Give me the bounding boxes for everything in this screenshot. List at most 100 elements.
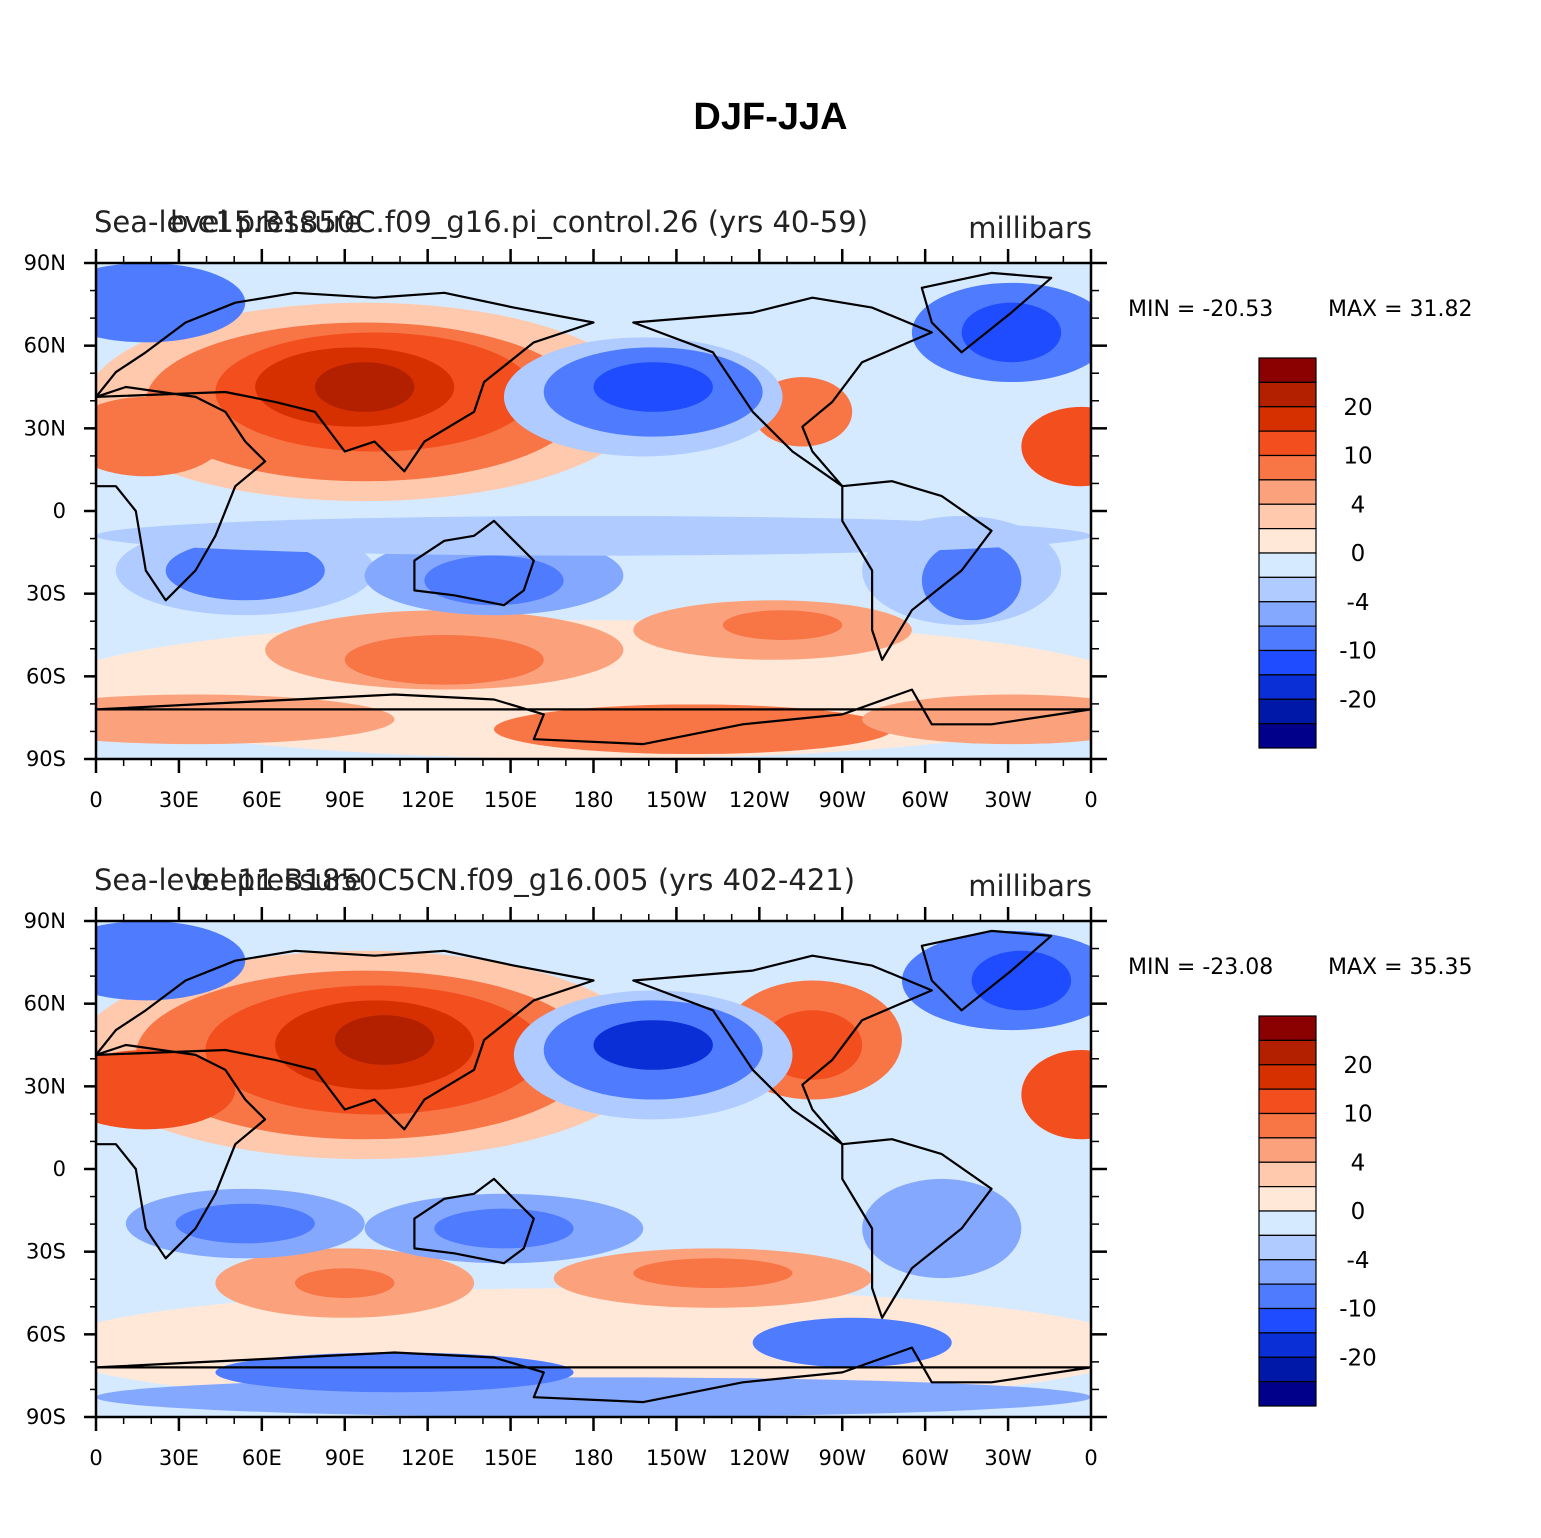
colorbar-swatch [1258, 430, 1317, 457]
lon-tick-label: 180 [573, 788, 613, 812]
pressure-anomaly-region [862, 694, 1091, 745]
lon-tick-label: 90W [819, 788, 867, 812]
colorbar-swatch [1258, 1381, 1317, 1407]
colorbar-swatch [1258, 601, 1317, 627]
colorbar-label: -20 [1339, 1345, 1377, 1371]
lat-tick-label: 30N [24, 416, 66, 440]
pressure-anomaly-region [424, 555, 564, 606]
pressure-anomaly-region [434, 1208, 574, 1249]
lon-tick-label: 0 [89, 788, 102, 812]
lat-tick-label: 0 [53, 1157, 66, 1181]
colorbar-swatch [1258, 649, 1317, 676]
panel-1: Sea-level pressure b.e15.B1850C.f09_g16.… [24, 205, 1473, 812]
panel-1-case-label: b.e15.B1850C.f09_g16.pi_control.26 (yrs … [170, 205, 868, 239]
pressure-anomaly-region [165, 540, 325, 601]
lat-tick-label: 90N [24, 251, 66, 275]
colorbar-label: 4 [1351, 1150, 1366, 1176]
pressure-anomaly-region [175, 1203, 315, 1244]
panel-1-units: millibars [968, 211, 1092, 245]
pressure-anomaly-region [96, 263, 246, 343]
colorbar-swatch [1258, 1234, 1317, 1261]
colorbar-swatch [1258, 552, 1317, 578]
pressure-anomaly-region [593, 1020, 713, 1070]
lon-tick-label: 60W [901, 788, 949, 812]
pressure-anomaly-region [1021, 406, 1091, 487]
colorbar-swatch [1258, 1186, 1317, 1212]
colorbar-swatch [1258, 1307, 1317, 1334]
colorbar-swatch [1258, 1332, 1317, 1358]
lat-tick-label: 30S [26, 582, 66, 606]
lat-tick-label: 60N [24, 992, 66, 1016]
lon-tick-label: 120W [729, 788, 790, 812]
coastline [841, 1138, 993, 1319]
lat-tick-label: 90N [24, 909, 66, 933]
lon-tick-label: 60W [901, 1446, 949, 1470]
pressure-anomaly-region [215, 1352, 574, 1393]
colorbar-label: -4 [1347, 1248, 1370, 1274]
colorbar-swatch [1258, 1356, 1317, 1383]
pressure-anomaly-region [96, 396, 226, 477]
lat-tick-label: 0 [53, 499, 66, 523]
panel-2-units: millibars [968, 869, 1092, 903]
pressure-anomaly-region [494, 704, 892, 755]
pressure-anomaly-region [971, 950, 1072, 1011]
panel-1-var-label: Sea-level pressure [94, 205, 362, 239]
panel-2-colorbar: 20 10 4 0 -4 -10 -20 [1258, 1015, 1377, 1407]
colorbar-label: -20 [1339, 687, 1377, 713]
lon-tick-label: 150W [646, 1446, 707, 1470]
pressure-anomaly-region [314, 362, 415, 412]
colorbar-swatch [1258, 1015, 1317, 1041]
panel-1-min-label: MIN = -20.53 [1128, 297, 1273, 322]
lon-tick-label: 30E [159, 1446, 199, 1470]
colorbar-swatch [1258, 576, 1317, 603]
panel-2-case-label: b.e11.B1850C5CN.f09_g16.005 (yrs 402-421… [192, 863, 855, 897]
colorbar-swatch [1258, 1088, 1317, 1115]
lat-tick-label: 60S [26, 1322, 66, 1346]
coastline [96, 688, 1091, 746]
colorbar-swatch [1258, 503, 1317, 530]
pressure-anomaly-region [96, 515, 1091, 556]
panel-2-map [94, 919, 1093, 1419]
pressure-anomaly-region [96, 921, 246, 1001]
lon-tick-label: 120W [729, 1446, 790, 1470]
coastline [632, 296, 933, 488]
colorbar-swatch [1258, 698, 1317, 725]
coastline [96, 1043, 267, 1260]
lon-tick-label: 120E [401, 788, 454, 812]
pressure-anomaly-region [593, 362, 713, 412]
lat-tick-label: 30S [26, 1240, 66, 1264]
lon-tick-label: 30W [984, 788, 1032, 812]
colorbar-label: 4 [1351, 492, 1366, 518]
lon-tick-label: 90E [325, 788, 365, 812]
colorbar-swatch [1258, 406, 1317, 432]
coastline [413, 519, 535, 607]
coastline [920, 271, 1053, 354]
pressure-anomaly-region [752, 1317, 952, 1368]
colorbar-swatch [1258, 674, 1317, 700]
colorbar-swatch [1258, 1064, 1317, 1090]
panel-1-axes: 90N 60N 30N 0 30S 60S 90S 0 30E 60E 90E 120E 150E 180… [24, 249, 1107, 812]
coastline [96, 949, 595, 1131]
pressure-anomaly-region [96, 694, 395, 745]
colorbar-label: 20 [1343, 1053, 1372, 1079]
lon-tick-label: 120E [401, 1446, 454, 1470]
colorbar-swatch [1258, 1283, 1317, 1310]
colorbar-swatch [1258, 528, 1317, 554]
colorbar-swatch [1258, 1137, 1317, 1163]
colorbar-swatch [1258, 479, 1317, 505]
panel-2-max-label: MAX = 35.35 [1328, 955, 1473, 980]
lon-tick-label: 30E [159, 788, 199, 812]
lat-tick-label: 90S [26, 1405, 66, 1429]
colorbar-label: 0 [1351, 541, 1366, 567]
pressure-anomaly-region [633, 1258, 793, 1289]
colorbar-swatch [1258, 1112, 1317, 1139]
colorbar-label: -10 [1339, 1297, 1377, 1323]
colorbar-swatch [1258, 454, 1317, 481]
lat-tick-label: 90S [26, 747, 66, 771]
panel-1-max-label: MAX = 31.82 [1328, 297, 1473, 322]
panel-2: Sea-level pressure b.e11.B1850C5CN.f09_g… [24, 863, 1473, 1470]
coastline [632, 954, 933, 1146]
colorbar-label: -10 [1339, 639, 1377, 665]
colorbar-swatch [1258, 1161, 1317, 1188]
lat-tick-label: 30N [24, 1074, 66, 1098]
